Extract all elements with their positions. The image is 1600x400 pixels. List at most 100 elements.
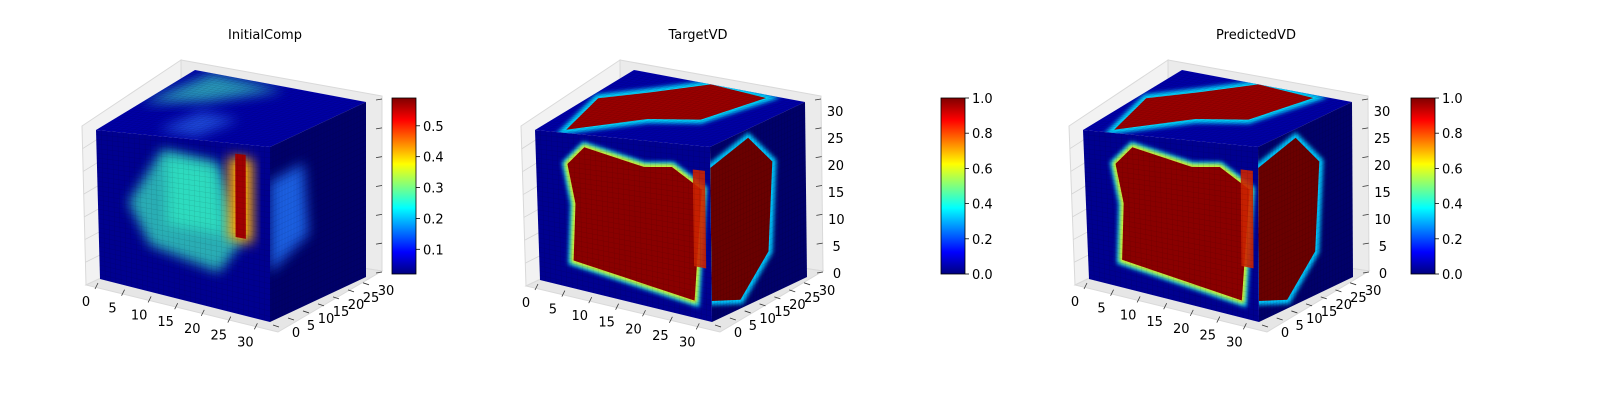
y-tick-label: 0 [1281, 326, 1289, 341]
solid-region [1115, 147, 1250, 301]
z-tick [1362, 127, 1369, 130]
x-tick-label: 25 [1200, 329, 1217, 344]
z-tick-label: 0 [833, 267, 841, 282]
y-tick-label: 0 [292, 326, 300, 341]
x-tick [121, 289, 125, 296]
top-blob [140, 73, 285, 103]
z-tick-label: 15 [1374, 186, 1391, 201]
panel-title: PredictedVD [1216, 28, 1296, 43]
colorbar-tick-label: 0.0 [972, 268, 993, 283]
y-tick-label: 25 [1350, 291, 1367, 306]
front-field [1110, 141, 1255, 308]
y-tick-label: 30 [378, 284, 395, 299]
y-tick [1349, 282, 1357, 286]
panel-title: InitialComp [228, 28, 302, 43]
x-tick-label: 30 [1226, 335, 1243, 350]
voxel-cube [1083, 70, 1354, 322]
top-field [140, 73, 285, 137]
x-tick [94, 282, 99, 290]
x-tick [1163, 302, 1168, 310]
y-tick [789, 289, 796, 293]
colorbar-tick-label: 0.1 [423, 243, 444, 258]
voxel-cube [96, 70, 367, 322]
y-tick-label: 30 [819, 284, 836, 299]
z-tick-label: 15 [828, 186, 845, 201]
z-tick [816, 213, 823, 216]
pillar [235, 153, 246, 239]
z-tick-label: 5 [833, 240, 841, 255]
colorbar-gradient [940, 97, 966, 275]
top-solid [1114, 84, 1314, 130]
colorbar-tick-label: 0.5 [423, 120, 444, 135]
colorbar-tick-label: 0.4 [1442, 198, 1463, 213]
voxel-gridlines [1083, 70, 1354, 321]
x-tick [1216, 316, 1221, 323]
y-tick-label: 15 [774, 305, 791, 320]
x-tick [561, 290, 566, 297]
y-tick [1320, 296, 1327, 300]
z-tick-label: 30 [1374, 105, 1391, 120]
y-tick [302, 310, 310, 314]
z-tick [375, 271, 383, 274]
z-tick [1362, 271, 1370, 274]
z-tick [375, 185, 383, 187]
x-tick-label: 0 [82, 295, 90, 310]
y-tick-label: 5 [307, 319, 315, 334]
y-tick [1261, 324, 1269, 328]
y-tick-label: 5 [749, 319, 757, 334]
z-tick [814, 98, 822, 101]
front-field [561, 141, 707, 308]
x-tick-label: 30 [679, 335, 696, 350]
x-tick-label: 20 [184, 322, 201, 337]
y-tick-label: 20 [348, 298, 365, 313]
colorbar-gradient [1410, 97, 1436, 275]
z-tick [815, 185, 823, 187]
right-field [1258, 132, 1324, 306]
x-tick-label: 10 [571, 309, 588, 324]
panel-title: TargetVD [667, 28, 727, 43]
y-tick [272, 324, 280, 328]
cube-right-face [270, 102, 366, 322]
edge-band [1240, 169, 1254, 269]
z-tick [815, 156, 822, 159]
density-core [165, 155, 226, 236]
colorbar-tick-label: 0.0 [1442, 268, 1463, 283]
colorbar-tick-label: 0.8 [972, 127, 993, 142]
y-tick-label: 25 [804, 291, 821, 306]
x-tick [147, 296, 152, 303]
colorbar: 0.1 0.2 0.3 0.4 0.5 [391, 97, 444, 275]
y-tick [729, 317, 736, 321]
y-tick-label: 0 [734, 326, 742, 341]
y-tick [287, 317, 295, 321]
y-tick [714, 324, 722, 328]
x-tick [174, 302, 179, 310]
x-tick [1110, 289, 1114, 296]
z-tick [816, 242, 823, 245]
x-tick-label: 20 [625, 322, 642, 337]
x-tick [534, 283, 539, 291]
y-tick [774, 296, 781, 300]
x-tick [1189, 309, 1194, 317]
y-tick-label: 15 [1321, 305, 1338, 320]
x-tick-label: 25 [211, 329, 228, 344]
top-blob-2 [158, 111, 240, 137]
z-tick [1362, 185, 1369, 187]
x-tick [254, 323, 258, 330]
z-tick [375, 98, 383, 101]
z-tick-label: 25 [1374, 132, 1391, 147]
x-tick-label: 10 [1120, 308, 1137, 323]
z-tick-label: 30 [827, 105, 844, 120]
x-tick [227, 316, 232, 323]
y-tick [759, 303, 766, 307]
x-tick-label: 0 [1071, 295, 1079, 310]
panel-targetvd: TargetVD 0 5 10 15 20 25 300 5 10152025300510152… [520, 28, 993, 350]
colorbar-tick-label: 0.2 [972, 233, 993, 248]
colorbar-gradient [391, 97, 417, 275]
y-tick [1276, 317, 1283, 321]
y-tick-label: 20 [789, 298, 806, 313]
x-tick-label: 15 [157, 315, 174, 330]
colorbar-tick-label: 0.4 [972, 198, 993, 213]
x-tick [615, 303, 619, 310]
y-tick-label: 10 [759, 312, 776, 327]
